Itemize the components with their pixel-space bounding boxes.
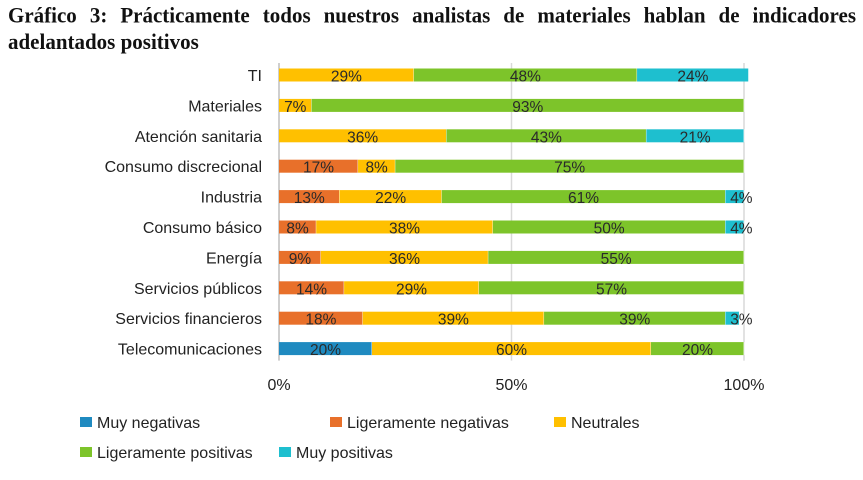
category-label: Materiales [188, 98, 262, 115]
bar-segment [544, 311, 726, 325]
bar-segment [316, 220, 493, 234]
x-tick-label: 0% [267, 377, 290, 394]
bar-segment [441, 190, 726, 204]
value-label: 29% [396, 281, 427, 298]
bar-segment [279, 68, 414, 82]
value-label: 39% [438, 312, 469, 329]
category-labels: TI Materiales Atención sanitaria Consumo di… [105, 68, 263, 359]
bar-segment [279, 129, 447, 143]
value-label: 4% [730, 190, 753, 207]
legend: Muy negativas Ligeramente negativas Neutra… [80, 415, 639, 462]
bar-segment [279, 250, 321, 264]
bar-segment [413, 68, 638, 82]
category-label: Telecomunicaciones [118, 342, 262, 359]
value-label: 36% [389, 251, 420, 268]
bar-segment [395, 159, 744, 173]
bar-segment [320, 250, 489, 264]
category-label: Consumo discrecional [105, 159, 262, 176]
legend-label: Neutrales [571, 415, 639, 432]
bar-segment [725, 220, 744, 234]
bar-segment [344, 281, 479, 295]
value-label: 4% [730, 221, 753, 238]
bar-segment [279, 98, 312, 112]
chart-title: Gráfico 3: Prácticamente todos nuestros … [8, 2, 856, 55]
x-tick-label: 50% [495, 377, 527, 394]
legend-swatch [554, 417, 566, 427]
value-label: 7% [284, 99, 307, 116]
category-label: Atención sanitaria [135, 129, 262, 146]
bar-segment [311, 98, 744, 112]
category-label: TI [248, 68, 262, 85]
value-label: 93% [512, 99, 543, 116]
bar-segment [478, 281, 744, 295]
value-label: 55% [601, 251, 632, 268]
bar-segment [279, 220, 317, 234]
bar-segment [279, 342, 372, 356]
bar-segment [492, 220, 726, 234]
legend-label: Ligeramente positivas [97, 445, 253, 462]
value-label: 43% [531, 129, 562, 146]
bar-segment [279, 311, 363, 325]
bar-segment [279, 159, 359, 173]
x-tick-label: 100% [724, 377, 765, 394]
value-label: 13% [294, 190, 325, 207]
bar-segment [646, 129, 744, 143]
legend-swatch [80, 417, 92, 427]
value-label: 24% [677, 69, 708, 86]
value-label: 21% [680, 129, 711, 146]
category-label: Servicios públicos [134, 281, 262, 298]
legend-label: Ligeramente negativas [347, 415, 509, 432]
value-label: 17% [303, 160, 334, 177]
value-labels: 29% 48% 24% 7% 93% 36% 43% 21% 17% 8% 75% 13% 22% 61%… [284, 69, 753, 360]
value-label: 20% [682, 342, 713, 359]
bar-segment [279, 281, 345, 295]
bar-segment [372, 342, 651, 356]
bar-segment [725, 190, 744, 204]
value-label: 3% [730, 312, 753, 329]
value-label: 18% [305, 312, 336, 329]
bar-segment [358, 159, 396, 173]
value-label: 22% [375, 190, 406, 207]
legend-label: Muy negativas [97, 415, 200, 432]
bar-segment [725, 311, 740, 325]
value-label: 60% [496, 342, 527, 359]
value-label: 39% [619, 312, 650, 329]
value-label: 50% [594, 221, 625, 238]
bar-segment [446, 129, 647, 143]
bar-segment [637, 68, 749, 82]
legend-swatch [279, 447, 291, 457]
category-label: Consumo básico [143, 220, 262, 237]
x-axis-ticks: 0% 50% 100% [267, 377, 764, 394]
value-label: 61% [568, 190, 599, 207]
value-label: 75% [554, 160, 585, 177]
category-label: Industria [201, 190, 262, 207]
bar-segment [488, 250, 744, 264]
value-label: 20% [310, 342, 341, 359]
bar-segment [362, 311, 545, 325]
legend-label: Muy positivas [296, 445, 393, 462]
gridlines [278, 63, 745, 361]
category-label: Servicios financieros [115, 311, 262, 328]
value-label: 9% [289, 251, 312, 268]
value-label: 14% [296, 281, 327, 298]
legend-swatch [80, 447, 92, 457]
value-label: 36% [347, 129, 378, 146]
bars [279, 68, 750, 356]
bar-segment [279, 190, 340, 204]
value-label: 38% [389, 221, 420, 238]
legend-swatch [330, 417, 342, 427]
value-label: 29% [331, 69, 362, 86]
value-label: 57% [596, 281, 627, 298]
category-label: Energía [206, 250, 262, 267]
bar-segment [339, 190, 442, 204]
bar-segment [651, 342, 744, 356]
value-label: 8% [365, 160, 388, 177]
value-label: 8% [286, 221, 309, 238]
value-label: 48% [510, 69, 541, 86]
